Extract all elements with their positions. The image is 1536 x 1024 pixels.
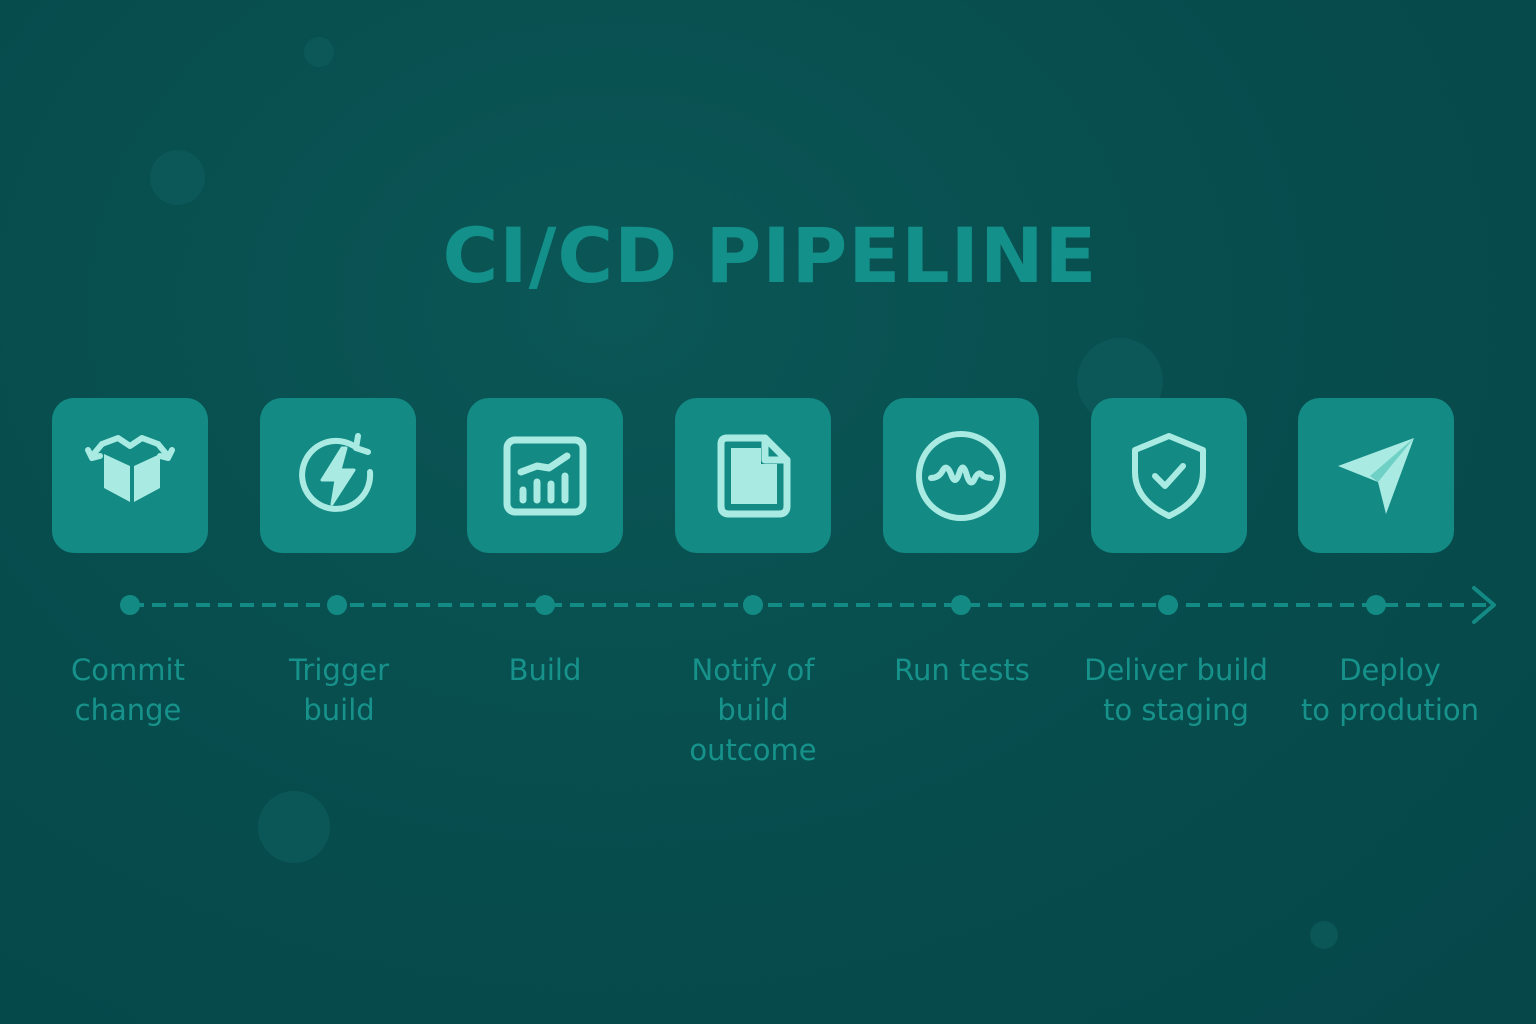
timeline-node [535, 595, 555, 615]
diagram-title: CI/CD PIPELINE [442, 211, 1098, 300]
background-bubble [150, 150, 205, 205]
lightning-refresh-icon [299, 432, 374, 512]
timeline-node [120, 595, 140, 615]
stage-label-deliver: Deliver build to staging [1084, 653, 1268, 727]
stage-tile-notify [675, 398, 831, 553]
shield-check-icon [1132, 432, 1206, 519]
stage-tile-commit [52, 398, 208, 553]
stage-label-deploy: Deploy to prodution [1300, 653, 1480, 727]
timeline-node [951, 595, 971, 615]
background-bubble [304, 37, 334, 67]
timeline-node [743, 595, 763, 615]
package-cube-icon [85, 434, 175, 502]
stage-tile-deploy [1298, 398, 1454, 553]
timeline [120, 586, 1496, 624]
stage-label-tests: Run tests [894, 653, 1030, 687]
stage-label-commit: Commit change [71, 653, 185, 727]
document-icon [717, 434, 791, 517]
waveform-circle-icon [916, 430, 1006, 521]
bar-chart-board-icon [503, 436, 587, 515]
stage-tile-build [467, 398, 623, 553]
stage-tile-tests [883, 398, 1039, 553]
arrow-head-icon [1472, 586, 1496, 624]
stage-tile-deliver [1091, 398, 1247, 553]
timeline-node [327, 595, 347, 615]
timeline-node [1366, 595, 1386, 615]
stage-label-build: Build [508, 653, 582, 687]
stage-label-notify: Notify of build outcome [689, 653, 817, 767]
background-bubble [1310, 921, 1338, 949]
stage-tile-trigger [260, 398, 416, 553]
stage-label-trigger: Trigger build [288, 653, 389, 727]
paper-plane-icon [1338, 437, 1414, 514]
timeline-node [1158, 595, 1178, 615]
background-bubble [258, 791, 330, 863]
